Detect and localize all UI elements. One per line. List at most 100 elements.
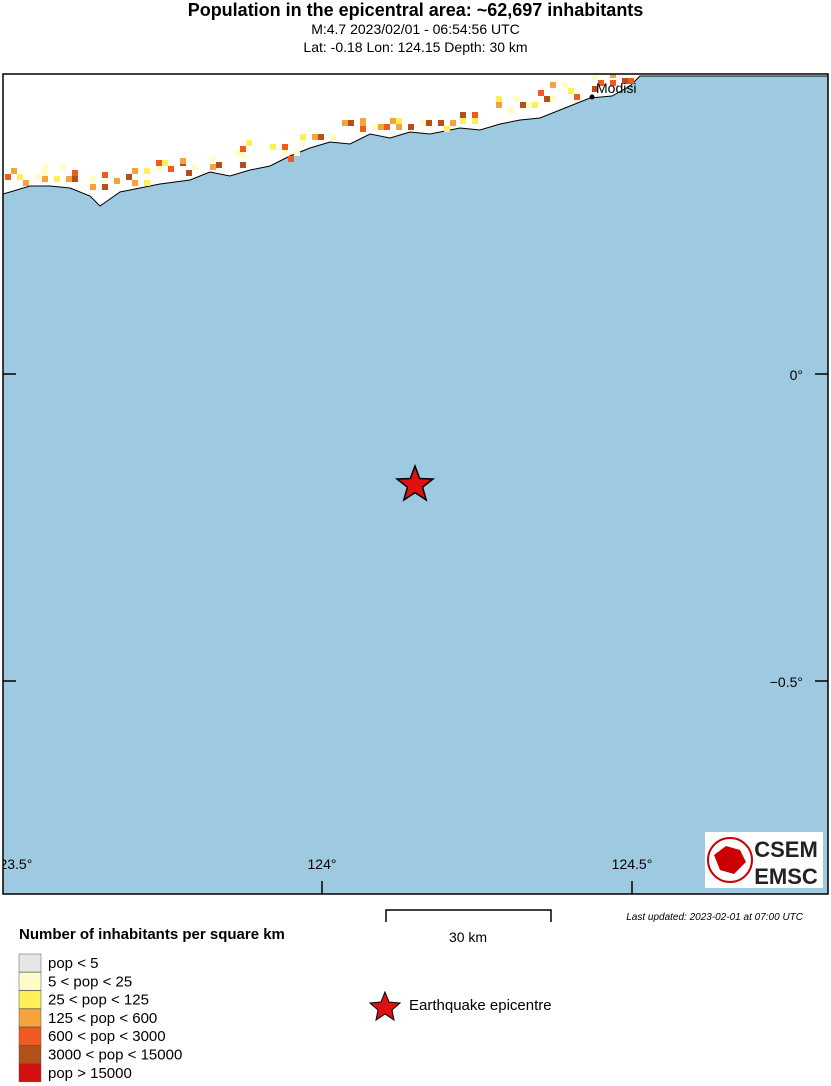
population-cell (592, 74, 598, 80)
population-cell (72, 176, 78, 182)
population-cell (282, 150, 288, 156)
logo-text: EMSC (754, 864, 818, 889)
population-cell (396, 124, 402, 130)
legend-swatch (18, 972, 42, 991)
epicentre (394, 463, 436, 502)
population-cell (114, 178, 120, 184)
population-cell (132, 168, 138, 174)
legend-label: 125 < pop < 600 (48, 1010, 157, 1027)
legend-title: Number of inhabitants per square km (19, 926, 285, 943)
population-cell (312, 134, 318, 140)
map-frame (2, 73, 829, 895)
legend-swatch (18, 1008, 42, 1028)
population-cell (144, 180, 150, 186)
map: Modisi 0° −0.5° 123.5° 124° 124.5° CSEM … (3, 74, 828, 894)
population-cell (162, 160, 168, 166)
population-cell (240, 162, 246, 168)
population-cells (5, 74, 634, 190)
population-cell (42, 176, 48, 182)
population-cell (496, 102, 502, 108)
population-cell (460, 118, 466, 124)
population-cell (532, 102, 538, 108)
lat-label: −0.5° (770, 674, 803, 690)
population-cell (288, 156, 294, 162)
legend-label: 3000 < pop < 15000 (48, 1047, 182, 1064)
population-cell (592, 86, 598, 92)
lon-label: 124.5° (612, 856, 653, 872)
population-cell (240, 146, 246, 152)
population-cell (168, 166, 174, 172)
population-cell (240, 152, 246, 158)
population-cell (54, 176, 60, 182)
population-cell (396, 118, 402, 124)
place-dot (589, 94, 595, 100)
population-cell (550, 96, 556, 102)
population-cell (282, 144, 288, 150)
place-label: Modisi (596, 80, 636, 96)
ticks (3, 373, 828, 894)
population-cell (562, 82, 568, 88)
population-cell (330, 134, 336, 140)
population-cell (72, 170, 78, 176)
population-cell (234, 150, 240, 156)
population-cell (102, 172, 108, 178)
population-cell (186, 170, 192, 176)
legend-label: 25 < pop < 125 (48, 992, 149, 1009)
legend-swatch (18, 990, 42, 1009)
title: Population in the epicentral area: ~62,6… (187, 0, 644, 20)
legend-swatch (18, 1026, 42, 1046)
population-cell (42, 164, 48, 170)
population-cell (11, 168, 17, 174)
logo-text: CSEM (754, 837, 818, 862)
subtitle: M:4.7 2023/02/01 - 06:54:56 UTC (311, 21, 520, 37)
population-cell (23, 180, 29, 186)
scale-label: 30 km (449, 929, 487, 945)
population-cell (438, 120, 444, 126)
logo: CSEM EMSC (705, 832, 823, 889)
legend-label: 5 < pop < 25 (48, 973, 132, 990)
population-cell (544, 96, 550, 102)
legend-swatch (18, 1045, 42, 1064)
population-cell (210, 164, 216, 170)
legend-label: pop > 15000 (48, 1065, 132, 1082)
population-cell (132, 180, 138, 186)
population-cell (60, 164, 66, 170)
population-cell (538, 90, 544, 96)
population-cell (508, 108, 514, 114)
population-cell (102, 184, 108, 190)
population-cell (550, 82, 556, 88)
epicentre-label: Earthquake epicentre (409, 997, 552, 1014)
legend-label: 600 < pop < 3000 (48, 1028, 166, 1045)
population-cell (300, 140, 306, 146)
population-cell (622, 78, 628, 84)
population-cell (408, 124, 414, 130)
legend-star (368, 990, 402, 1022)
population-cell (300, 134, 306, 140)
population-cell (246, 140, 252, 146)
population-cell (598, 80, 604, 86)
population-cell (156, 166, 162, 172)
population-cell (216, 162, 222, 168)
population-cell (17, 174, 23, 180)
population-cell (348, 120, 354, 126)
population-cell (42, 170, 48, 176)
scale-bar (385, 909, 552, 922)
population-cell (574, 94, 580, 100)
population-cell (520, 102, 526, 108)
population-cell (514, 96, 520, 102)
population-cell (360, 126, 366, 132)
population-cell (66, 176, 72, 182)
population-cell (444, 126, 450, 132)
population-cell (460, 112, 466, 118)
population-cell (342, 120, 348, 126)
lat-label: 0° (790, 367, 803, 383)
population-cell (526, 102, 532, 108)
population-cell (5, 174, 11, 180)
population-cell (610, 80, 616, 86)
population-cell (472, 118, 478, 124)
population-cell (35, 174, 41, 180)
population-cell (294, 150, 300, 156)
lon-label: 124° (308, 856, 337, 872)
population-cell (210, 156, 216, 162)
